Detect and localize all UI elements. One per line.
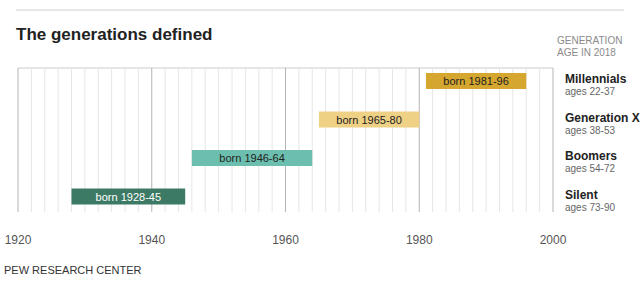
category-label: Silent (565, 188, 598, 202)
data-label: born 1946-64 (219, 152, 284, 164)
top-rule (16, 10, 624, 11)
minor-grid (405, 68, 406, 212)
minor-grid (499, 68, 500, 212)
minor-grid (352, 68, 353, 212)
minor-grid (58, 68, 59, 212)
grid-line (18, 68, 19, 212)
minor-grid (432, 68, 433, 212)
minor-grid (325, 68, 326, 212)
minor-grid (44, 68, 45, 212)
data-label: born 1981-96 (443, 75, 508, 87)
category-note: ages 73-90 (565, 202, 615, 213)
minor-grid (472, 68, 473, 212)
category-label: Boomers (565, 149, 617, 163)
minor-grid (446, 68, 447, 212)
minor-grid (539, 68, 540, 212)
grid-line (553, 68, 554, 212)
minor-grid (459, 68, 460, 212)
minor-grid (526, 68, 527, 212)
category-label: Generation X (565, 111, 640, 125)
tick-label: 1960 (272, 233, 299, 247)
data-label: born 1965-80 (336, 114, 401, 126)
minor-grid (486, 68, 487, 212)
tick-label: 1940 (138, 233, 165, 247)
minor-grid (298, 68, 299, 212)
tick-label: 1920 (5, 233, 32, 247)
bars (72, 73, 527, 205)
category-label: Millennials (565, 72, 627, 86)
minor-grid (512, 68, 513, 212)
minor-grid (392, 68, 393, 212)
minor-grid (191, 68, 192, 212)
grid-line (285, 68, 286, 212)
minor-grid (272, 68, 273, 212)
minor-grid (218, 68, 219, 212)
bar (319, 112, 419, 128)
tick-label: 2000 (540, 233, 567, 247)
tick-label: 1980 (406, 233, 433, 247)
minor-grid (312, 68, 313, 212)
title: The generations defined (16, 25, 212, 44)
data-label: born 1928-45 (96, 191, 161, 203)
source: PEW RESEARCH CENTER (4, 264, 142, 276)
category-note: ages 22-37 (565, 86, 615, 97)
minor-grid (245, 68, 246, 212)
category-note: ages 54-72 (565, 163, 615, 174)
category-note: ages 38-53 (565, 125, 615, 136)
bar (426, 73, 526, 89)
grid-line (419, 68, 420, 212)
bar (72, 189, 186, 205)
minor-grid (31, 68, 32, 212)
minor-grid (258, 68, 259, 212)
minor-grid (365, 68, 366, 212)
bar (192, 150, 312, 166)
minor-grid (339, 68, 340, 212)
minor-grid (232, 68, 233, 212)
subtitle: GENERATIONAGE IN 2018 (557, 35, 622, 58)
chart: The generations defined GENERATIONAGE IN … (0, 0, 640, 302)
minor-grid (379, 68, 380, 212)
minor-grid (205, 68, 206, 212)
